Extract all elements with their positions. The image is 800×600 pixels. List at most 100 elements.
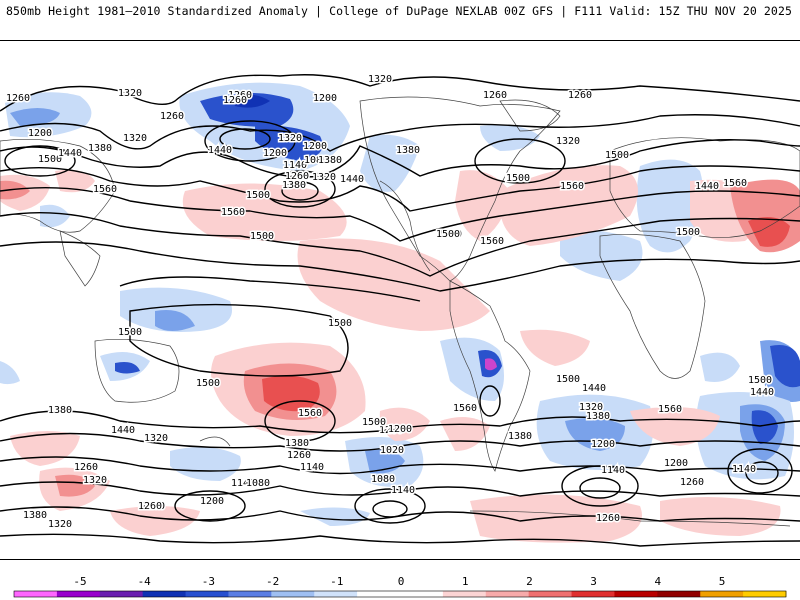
colorbar-tick-label: -1 (330, 575, 343, 588)
contour-label: 1080 (371, 474, 395, 485)
contour-label: 1560 (453, 403, 477, 414)
contour-label: 1560 (560, 181, 584, 192)
contour-label: 1500 (38, 154, 62, 165)
contour-label: 1560 (221, 207, 245, 218)
colorbar-tick-label: -5 (73, 575, 86, 588)
contour-label: 1380 (318, 155, 342, 166)
colorbar-swatch (657, 591, 701, 597)
colorbar-tick-label: 1 (462, 575, 469, 588)
colorbar-swatch (743, 591, 787, 597)
contour-label: 1320 (118, 88, 142, 99)
contour-label: 1440 (208, 145, 232, 156)
contour-label: 1380 (508, 431, 532, 442)
contour-label: 1440 (582, 383, 606, 394)
contour-label: 1260 (287, 450, 311, 461)
contour-label: 1380 (88, 143, 112, 154)
colorbar-swatch (99, 591, 144, 597)
contour-label: 1380 (285, 438, 309, 449)
contour-label: 1560 (723, 178, 747, 189)
positive-anomaly-shading (0, 165, 800, 543)
contour-label: 1500 (676, 227, 700, 238)
colorbar-swatch (271, 591, 315, 597)
colorbar-swatch (357, 591, 401, 597)
contour-label: 1500 (438, 229, 462, 240)
contour-label: 1260 (223, 95, 247, 106)
contour-label: 1020 (380, 445, 404, 456)
colorbar-tick-label: -2 (266, 575, 279, 588)
contour-label: 1440 (750, 387, 774, 398)
contour-label: 1140 (231, 478, 255, 489)
colorbar-frame (13, 590, 787, 598)
colorbar-swatch (571, 591, 615, 597)
contour-label: 1320 (144, 433, 168, 444)
contour-label: 1320 (123, 133, 147, 144)
contour-label: 1260 (483, 90, 507, 101)
contour-label: 1560 (658, 404, 682, 415)
colorbar-tick-label: 5 (719, 575, 726, 588)
contour-label: 1260 (74, 462, 98, 473)
contour-label: 1560 (480, 236, 504, 247)
colorbar-swatches (13, 590, 787, 598)
contour-label: 1260 (596, 513, 620, 524)
contour-label: 1560 (93, 184, 117, 195)
contour-label: 1320 (368, 74, 392, 85)
contour-label: 1440 (340, 174, 364, 185)
colorbar-swatch (485, 591, 530, 597)
contour-label: 1500 (250, 231, 274, 242)
contour-label: 1560 (298, 408, 322, 419)
contour-label: 1260 (228, 90, 252, 101)
colorbar-ticks: -5 -4 -3 -2 -1 0 1 2 3 4 5 (73, 575, 725, 588)
contour-label: 1080 (246, 478, 270, 489)
contour-label: 1200 (313, 93, 337, 104)
contour-label: 1500 (328, 318, 352, 329)
colorbar-tick-label: 2 (526, 575, 533, 588)
contour-label: 1200 (379, 425, 403, 436)
contour-label: 1500 (506, 173, 530, 184)
contour-label: 1380 (396, 145, 420, 156)
colorbar-tick-label: 4 (654, 575, 661, 588)
colorbar-swatch (14, 591, 58, 597)
contour-label: 1380 (282, 180, 306, 191)
contour-label: 1500 (436, 229, 460, 240)
contour-label: 1260 (141, 501, 165, 512)
contour-label: 1440 (695, 181, 719, 192)
colorbar-swatch (700, 591, 744, 597)
colorbar: -5 -4 -3 -2 -1 0 1 2 3 4 5 (13, 575, 787, 598)
colorbar-swatch (614, 591, 658, 597)
model-run-info: 00Z GFS | F111 Valid: 15Z THU NOV 20 202… (504, 4, 792, 18)
contour-label: 1140 (391, 485, 415, 496)
contour-label: 1380 (48, 405, 72, 416)
contour-label: 1440 (58, 148, 82, 159)
contour-label: 1500 (748, 375, 772, 386)
contour-label: 1140 (283, 160, 307, 171)
contour-label: 1320 (83, 475, 107, 486)
contour-label: 1200 (388, 424, 412, 435)
contour-label: 1440 (111, 425, 135, 436)
height-contours (0, 74, 800, 547)
contour-label: 1260 (6, 93, 30, 104)
contour-label: 1200 (28, 128, 52, 139)
contour-label: 1320 (579, 402, 603, 413)
contour-label: 1200 (591, 439, 615, 450)
contour-label: 1500 (505, 173, 529, 184)
contour-label: 1500 (605, 150, 629, 161)
contour-label: 1200 (303, 141, 327, 152)
colorbar-swatch (528, 591, 573, 597)
contour-label: 1140 (300, 462, 324, 473)
colorbar-swatch (400, 591, 444, 597)
contour-label: 1140 (601, 465, 625, 476)
colorbar-swatch (142, 591, 187, 597)
contour-label: 1260 (680, 477, 704, 488)
contour-label: 1260 (568, 90, 592, 101)
contour-label: 1320 (312, 172, 336, 183)
contour-label: 1140 (732, 464, 756, 475)
coastlines (0, 96, 800, 527)
contour-label: 1260 (138, 501, 162, 512)
contour-label: 1320 (48, 519, 72, 530)
contour-label: 1320 (278, 133, 302, 144)
colorbar-swatch (228, 591, 272, 597)
contour-label: 1320 (556, 136, 580, 147)
contour-label: 1200 (263, 148, 287, 159)
